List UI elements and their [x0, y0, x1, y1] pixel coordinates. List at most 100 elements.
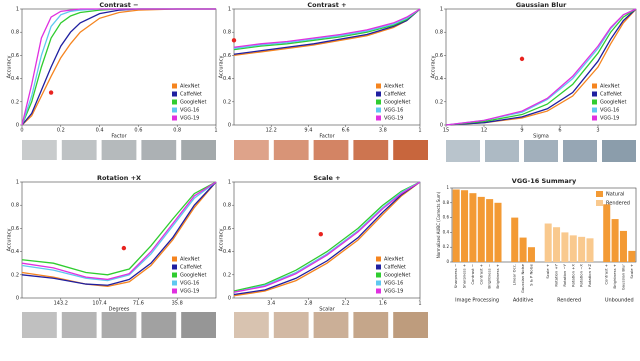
legend-label: CaffeNet — [180, 265, 202, 271]
y-tick-label: 0.2 — [223, 99, 231, 105]
thumbnail — [181, 312, 216, 338]
legend-label: AlexNet — [600, 84, 620, 90]
series-line — [445, 8, 637, 126]
x-tick-label: 0.2 — [57, 128, 65, 134]
y-tick-label: 1 — [16, 180, 19, 186]
thumbnail — [101, 140, 137, 160]
series-line — [445, 8, 637, 126]
legend-swatch — [376, 83, 381, 89]
series-line — [21, 181, 217, 276]
y-axis-label: Accuracy — [7, 229, 13, 252]
thumbnail — [393, 312, 428, 338]
legend-swatch — [172, 99, 177, 105]
legend-label: GoogleNet — [384, 273, 410, 279]
bar — [561, 232, 569, 262]
x-tick-label: 15 — [443, 128, 449, 134]
series-line — [21, 181, 217, 288]
legend-label: AlexNet — [180, 257, 200, 263]
chart-title: Contrast − — [99, 1, 138, 9]
legend-swatch — [172, 280, 177, 286]
legend-swatch — [376, 91, 381, 97]
bar — [569, 235, 577, 262]
y-tick-label: 0.4 — [223, 76, 231, 82]
legend-swatch — [172, 272, 177, 278]
legend-swatch — [592, 99, 597, 105]
thumbnail — [485, 140, 519, 162]
legend-label: AlexNet — [384, 257, 404, 263]
y-tick-label: 1 — [446, 185, 449, 190]
x-tick-label: 1 — [214, 128, 217, 134]
legend-swatch — [376, 288, 381, 294]
legend-label: GoogleNet — [384, 100, 410, 106]
legend-label: VGG-16 — [180, 281, 199, 287]
plot-frame — [451, 187, 637, 263]
x-tick-label: 0.4 — [96, 128, 104, 134]
bar — [452, 189, 460, 262]
bar — [603, 204, 611, 262]
x-tick-label: 6 — [558, 128, 561, 134]
thumbnail — [563, 140, 597, 162]
bar — [469, 193, 477, 262]
series-line — [21, 181, 217, 282]
y-tick-label: 0.4 — [223, 249, 231, 255]
x-tick-label: 12 — [481, 128, 487, 134]
legend-label: AlexNet — [384, 84, 404, 90]
legend-swatch — [376, 115, 381, 121]
x-tick-label: S & P Noise — [528, 263, 533, 285]
series-line — [233, 181, 421, 296]
y-tick-label: 0.2 — [443, 244, 450, 249]
legend-swatch — [172, 256, 177, 262]
series-line — [233, 8, 421, 55]
legend-label: CaffeNet — [600, 92, 622, 98]
y-tick-label: 1 — [16, 7, 19, 13]
chart-title: Gaussian Blur — [516, 1, 567, 9]
x-tick-label: Rotation +Y — [554, 263, 559, 286]
y-tick-label: 0.2 — [435, 99, 443, 105]
legend-swatch — [376, 280, 381, 286]
y-tick-label: 0.2 — [11, 99, 19, 105]
legend-swatch — [376, 264, 381, 270]
thumbnail — [353, 140, 389, 160]
y-tick-label: 0.8 — [11, 203, 19, 209]
series-line — [233, 8, 421, 48]
series-line — [21, 181, 217, 281]
legend-swatch — [172, 115, 177, 121]
legend-swatch — [172, 288, 177, 294]
bar — [519, 237, 527, 262]
legend-swatch — [172, 91, 177, 97]
x-tick-label: Sharpness + — [462, 264, 467, 288]
thumbnail — [141, 312, 177, 338]
y-tick-label: 0 — [228, 123, 231, 129]
thumbnail — [393, 140, 428, 160]
plot-frame — [21, 181, 217, 299]
y-tick-label: 0.8 — [223, 30, 231, 36]
y-axis-label: Accuracy — [219, 229, 225, 252]
series-line — [21, 8, 216, 126]
legend-label: Rendered — [606, 201, 630, 207]
bar — [578, 236, 586, 262]
y-tick-label: 0.2 — [11, 272, 19, 278]
x-axis-label: Scalar — [319, 307, 335, 313]
x-tick-label: 107.4 — [92, 301, 106, 307]
x-axis-label: Degrees — [109, 307, 130, 313]
bar — [586, 238, 594, 262]
marker-point — [318, 232, 323, 237]
x-tick-label: Rotation −X — [579, 264, 584, 287]
legend-label: CaffeNet — [384, 92, 406, 98]
legend-swatch — [596, 191, 603, 197]
x-tick-label: Brightness − — [487, 264, 492, 289]
bar — [527, 247, 535, 262]
marker-point — [519, 56, 525, 62]
y-tick-label: 0 — [440, 123, 443, 129]
x-tick-label: Linear Occ. — [512, 264, 517, 285]
legend-label: VGG-19 — [180, 116, 199, 122]
series-line — [233, 181, 421, 293]
thumbnail — [446, 140, 480, 162]
legend-label: CaffeNet — [180, 92, 202, 98]
group-label: Image Processing — [455, 298, 499, 304]
thumbnail — [22, 312, 57, 338]
x-axis-label: Factor — [319, 134, 335, 140]
y-tick-label: 0.6 — [11, 53, 19, 59]
y-axis-label: Normalized AUBC (Corrects Sum) — [436, 191, 441, 258]
